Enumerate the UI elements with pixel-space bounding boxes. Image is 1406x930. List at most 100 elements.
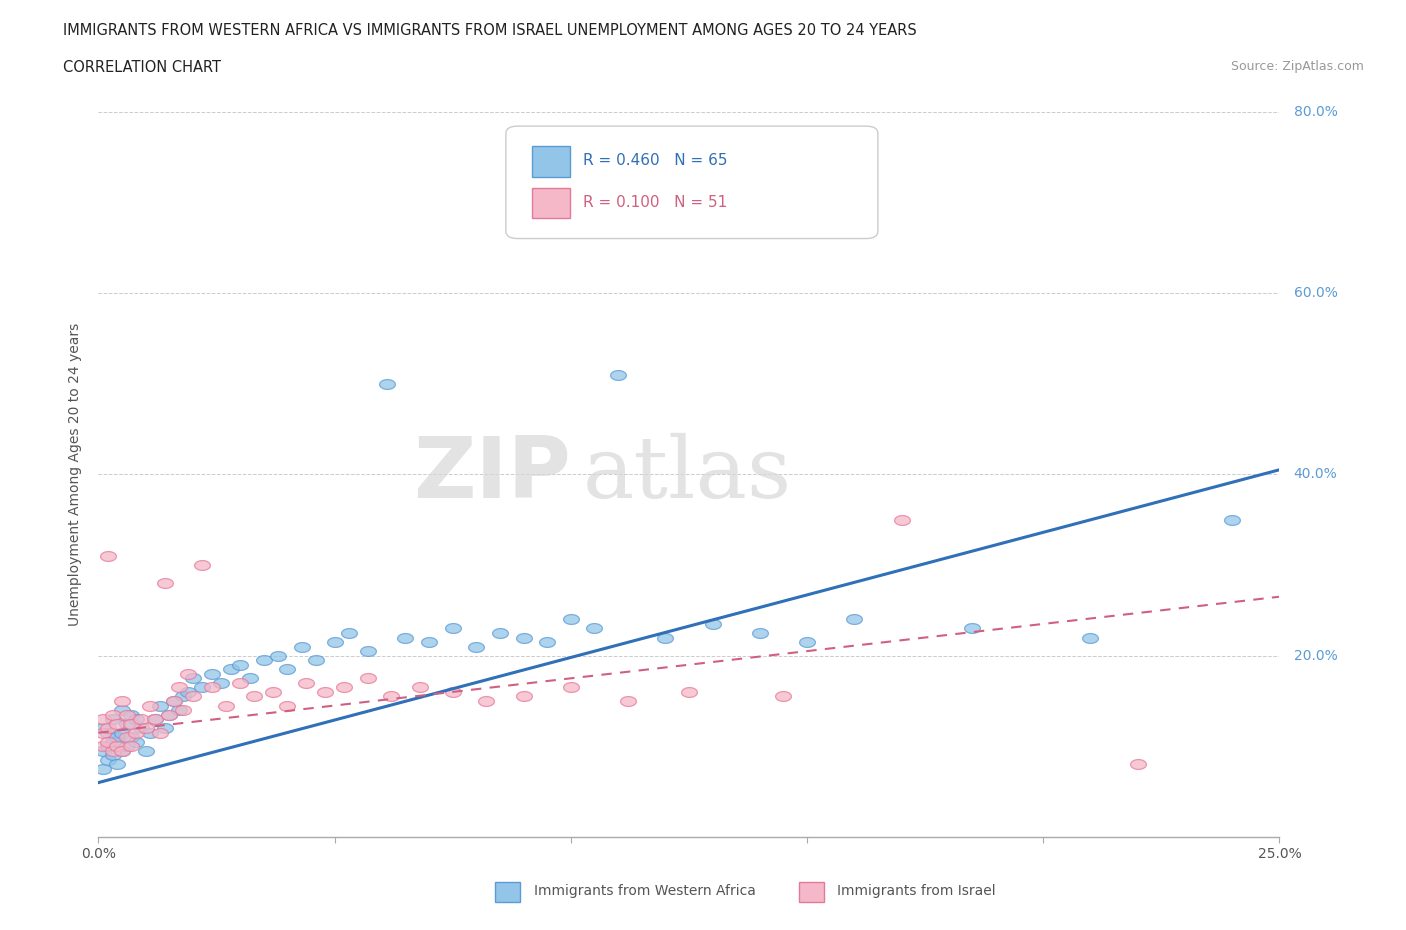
Point bbox=[157, 707, 180, 722]
Point bbox=[97, 752, 120, 767]
Point bbox=[560, 612, 582, 627]
Point bbox=[177, 684, 200, 699]
Point bbox=[91, 711, 114, 726]
Point bbox=[243, 689, 266, 704]
Bar bbox=[531, 188, 569, 219]
Point bbox=[323, 634, 346, 649]
Point bbox=[512, 631, 534, 645]
Point bbox=[111, 743, 134, 758]
Point bbox=[290, 639, 312, 654]
Point bbox=[111, 703, 134, 718]
Text: R = 0.460   N = 65: R = 0.460 N = 65 bbox=[582, 153, 727, 168]
Text: atlas: atlas bbox=[582, 432, 792, 516]
Point bbox=[201, 680, 224, 695]
Point bbox=[101, 748, 124, 763]
Point bbox=[262, 684, 284, 699]
Point bbox=[678, 684, 700, 699]
Point bbox=[616, 694, 638, 709]
Text: 20.0%: 20.0% bbox=[1294, 648, 1337, 663]
Point bbox=[253, 653, 276, 668]
Point bbox=[215, 698, 238, 713]
Point bbox=[512, 689, 534, 704]
Point bbox=[97, 549, 120, 564]
Point bbox=[91, 738, 114, 753]
Text: Immigrants from Israel: Immigrants from Israel bbox=[837, 884, 995, 898]
Point bbox=[772, 689, 794, 704]
Point bbox=[97, 721, 120, 736]
Point bbox=[111, 725, 134, 740]
Point bbox=[560, 680, 582, 695]
Point bbox=[125, 725, 148, 740]
Point bbox=[91, 725, 114, 740]
Point bbox=[1080, 631, 1102, 645]
Point bbox=[157, 707, 180, 722]
Point bbox=[139, 698, 162, 713]
Point bbox=[115, 738, 138, 753]
Point bbox=[380, 689, 402, 704]
Point bbox=[607, 367, 630, 382]
Point bbox=[149, 725, 172, 740]
Point bbox=[191, 558, 214, 573]
Point bbox=[115, 716, 138, 731]
Point bbox=[1126, 757, 1149, 772]
Point bbox=[125, 711, 148, 726]
Point bbox=[135, 721, 157, 736]
Point bbox=[583, 621, 606, 636]
Point bbox=[143, 711, 166, 726]
Point bbox=[229, 658, 252, 672]
Point bbox=[97, 735, 120, 750]
Point bbox=[125, 735, 148, 750]
Point bbox=[172, 689, 194, 704]
Point bbox=[177, 666, 200, 681]
Point bbox=[101, 711, 124, 726]
Point bbox=[536, 634, 558, 649]
Point bbox=[91, 743, 114, 758]
Point bbox=[748, 626, 770, 641]
Point bbox=[143, 711, 166, 726]
Point bbox=[276, 698, 298, 713]
Point bbox=[91, 721, 114, 736]
Point bbox=[105, 757, 128, 772]
Point bbox=[163, 694, 186, 709]
Point bbox=[408, 680, 430, 695]
Point bbox=[105, 716, 128, 731]
Point bbox=[267, 648, 290, 663]
Point bbox=[844, 612, 866, 627]
Point bbox=[201, 666, 224, 681]
Text: 40.0%: 40.0% bbox=[1294, 467, 1337, 482]
Text: IMMIGRANTS FROM WESTERN AFRICA VS IMMIGRANTS FROM ISRAEL UNEMPLOYMENT AMONG AGES: IMMIGRANTS FROM WESTERN AFRICA VS IMMIGR… bbox=[63, 23, 917, 38]
Point bbox=[295, 675, 318, 690]
Text: Source: ZipAtlas.com: Source: ZipAtlas.com bbox=[1230, 60, 1364, 73]
Point bbox=[276, 662, 298, 677]
Point bbox=[1220, 512, 1243, 527]
Point bbox=[129, 721, 152, 736]
Point bbox=[149, 698, 172, 713]
Text: CORRELATION CHART: CORRELATION CHART bbox=[63, 60, 221, 75]
Point bbox=[229, 675, 252, 690]
Point bbox=[654, 631, 676, 645]
Point bbox=[101, 707, 124, 722]
Point bbox=[115, 730, 138, 745]
Point bbox=[153, 721, 176, 736]
Text: R = 0.100   N = 51: R = 0.100 N = 51 bbox=[582, 194, 727, 210]
Point bbox=[153, 576, 176, 591]
Point bbox=[209, 675, 232, 690]
Point bbox=[441, 621, 464, 636]
Point bbox=[375, 376, 398, 391]
Point bbox=[702, 617, 724, 631]
Point bbox=[111, 743, 134, 758]
Point bbox=[135, 743, 157, 758]
Point bbox=[101, 735, 124, 750]
Point bbox=[337, 626, 360, 641]
Bar bbox=[531, 146, 569, 177]
Point bbox=[115, 707, 138, 722]
Point bbox=[357, 644, 380, 658]
Point bbox=[167, 680, 190, 695]
Point bbox=[333, 680, 356, 695]
Point bbox=[465, 639, 488, 654]
Point bbox=[111, 694, 134, 709]
Point bbox=[172, 703, 194, 718]
Point bbox=[489, 626, 512, 641]
Point bbox=[962, 621, 984, 636]
Point bbox=[314, 684, 336, 699]
